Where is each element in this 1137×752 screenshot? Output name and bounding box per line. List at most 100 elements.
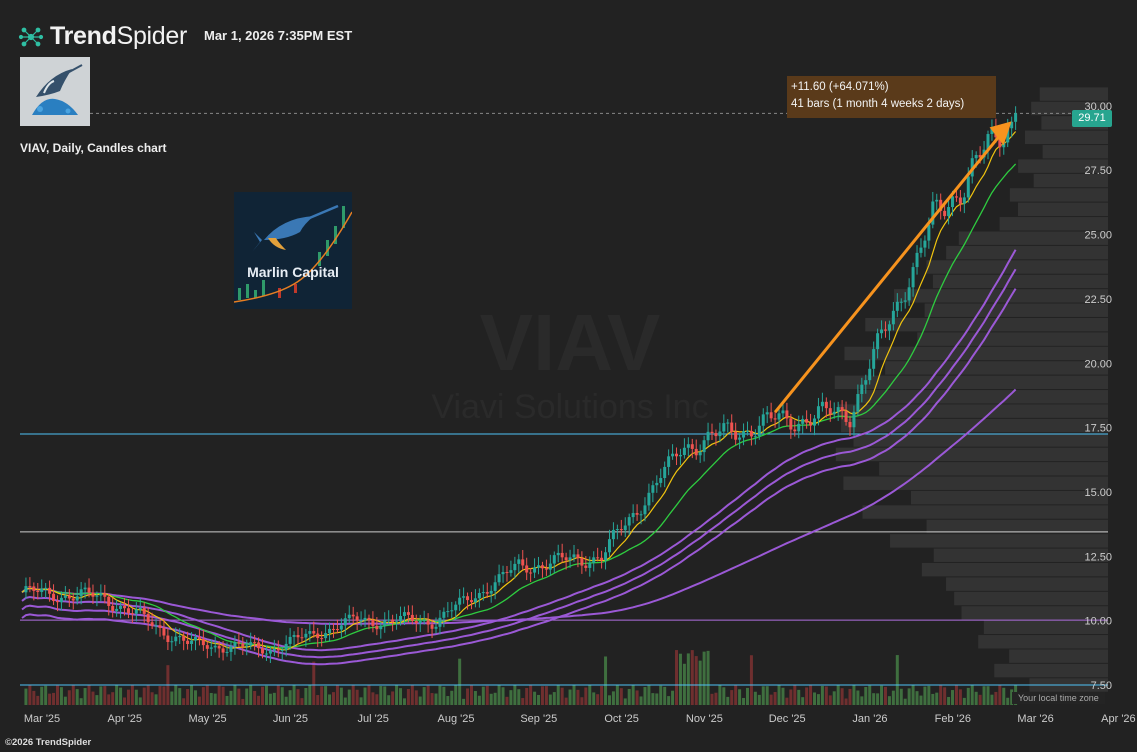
candle-body (883, 329, 887, 331)
volume-bar (174, 685, 178, 705)
volume-bar (406, 689, 410, 705)
candle-body (564, 557, 568, 561)
volume-profile-bar (924, 303, 1108, 317)
volume-bar (190, 685, 194, 705)
timezone-label[interactable]: Your local time zone (1012, 692, 1105, 704)
y-tick-label: 12.50 (1084, 551, 1112, 563)
candle-body (249, 642, 253, 646)
volume-bar (473, 691, 477, 705)
candle-body (919, 247, 923, 253)
candle-body (635, 513, 639, 515)
candle-body (434, 626, 438, 629)
volume-bar (576, 689, 580, 705)
volume-bar (777, 685, 781, 705)
candle-body (209, 647, 213, 649)
symbol-description: VIAV, Daily, Candles chart (20, 141, 167, 155)
volume-bar (363, 687, 367, 705)
candle-body (205, 645, 209, 649)
candle-body (395, 621, 399, 623)
volume-bar (584, 687, 588, 705)
measurement-arrow[interactable] (773, 121, 1012, 414)
volume-bar (339, 687, 343, 705)
candle-body (947, 207, 951, 217)
candle-body (454, 604, 458, 611)
volume-bar (209, 692, 213, 705)
volume-bar (694, 656, 698, 705)
volume-bar (1010, 689, 1014, 705)
candle-body (627, 517, 631, 526)
candle-body (548, 563, 552, 570)
candle-body (836, 407, 840, 412)
volume-bar (907, 688, 911, 705)
candle-body (162, 627, 166, 636)
x-tick-label: Mar '26 (1017, 713, 1053, 725)
volume-bar (785, 697, 789, 705)
candle-body (702, 440, 706, 453)
candle-body (730, 422, 734, 432)
volume-bar (280, 687, 284, 705)
volume-profile (834, 87, 1108, 692)
volume-bar (982, 686, 986, 705)
candle-body (166, 635, 170, 642)
volume-bar (91, 691, 95, 705)
volume-bar (615, 685, 619, 705)
volume-bar (935, 692, 939, 705)
volume-bar (83, 688, 87, 705)
volume-bar (67, 690, 71, 705)
volume-bar (418, 696, 422, 705)
volume-profile-bar (983, 620, 1108, 635)
candle-body (907, 287, 911, 301)
volume-bar (596, 694, 600, 705)
volume-bar (939, 685, 943, 705)
candle-body (99, 593, 103, 596)
candle-body (178, 636, 182, 638)
candle-body (55, 601, 59, 603)
candle-body (458, 597, 462, 605)
volume-bar (568, 689, 572, 705)
volume-bar (564, 697, 568, 705)
volume-bar (186, 689, 190, 705)
candle-body (1010, 121, 1014, 129)
volume-bar (52, 692, 56, 705)
volume-bar (115, 685, 119, 705)
candle-body (643, 505, 647, 515)
volume-bar (446, 696, 450, 705)
volume-bar (123, 697, 127, 705)
candle-body (489, 590, 493, 594)
candle-body (154, 625, 158, 627)
volume-bar (765, 686, 769, 705)
marlin-capital-name: Marlin Capital (247, 264, 339, 280)
candle-body (895, 301, 899, 311)
volume-bar (229, 690, 233, 705)
trendspider-logo[interactable]: TrendSpider (18, 22, 187, 51)
candle-body (481, 592, 485, 594)
volume-bar (769, 694, 773, 705)
volume-bar (426, 685, 430, 705)
candle-body (335, 629, 339, 631)
volume-profile-bar (843, 476, 1108, 490)
volume-bar (434, 693, 438, 705)
candle-body (402, 612, 406, 616)
volume-bar (970, 685, 974, 705)
candle-body (773, 418, 777, 420)
candle-body (718, 431, 722, 437)
volume-bar (651, 693, 655, 705)
candle-body (777, 413, 781, 420)
volume-profile-bar (932, 274, 1108, 289)
copyright-text: ©2026 TrendSpider (5, 737, 92, 748)
volume-bar (761, 686, 765, 705)
volume-profile-bar (917, 332, 1108, 346)
volume-profile-bar (1025, 130, 1108, 145)
volume-bar (544, 686, 548, 705)
candle-body (383, 620, 387, 626)
candle-body (880, 329, 884, 334)
volume-bar (848, 688, 852, 705)
volume-bar (931, 693, 935, 705)
candle-body (359, 620, 363, 622)
candle-body (174, 636, 178, 642)
volume-bar (903, 698, 907, 705)
brand-name-light: Spider (116, 22, 188, 50)
candle-body (217, 645, 221, 649)
volume-bar (840, 688, 844, 705)
